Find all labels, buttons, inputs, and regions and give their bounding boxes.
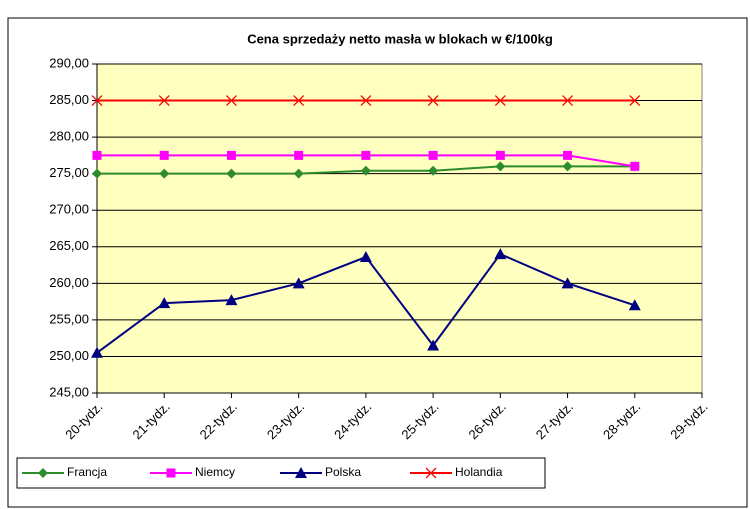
y-tick-label: 280,00: [49, 129, 89, 144]
marker: [158, 95, 170, 107]
marker: [92, 150, 102, 160]
legend-label: Holandia: [455, 465, 503, 479]
chart-title: Cena sprzedaży netto masła w blokach w €…: [247, 31, 553, 46]
marker: [295, 467, 307, 478]
marker: [294, 150, 304, 160]
marker: [495, 161, 506, 172]
marker: [427, 339, 440, 351]
marker: [91, 346, 103, 358]
marker: [359, 251, 372, 263]
legend: Francja Niemcy Polska Holandia: [16, 457, 546, 489]
marker: [563, 150, 573, 160]
y-tick-label: 290,00: [49, 55, 89, 70]
marker: [158, 297, 171, 309]
marker: [159, 150, 169, 160]
marker: [159, 168, 170, 179]
y-tick-label: 260,00: [49, 275, 89, 290]
marker: [561, 277, 574, 289]
marker: [428, 165, 439, 176]
marker: [494, 248, 507, 260]
marker: [293, 168, 304, 179]
y-tick-label: 285,00: [49, 92, 89, 107]
marker: [428, 150, 438, 160]
y-tick-label: 250,00: [49, 348, 89, 363]
marker: [629, 95, 641, 107]
marker: [226, 150, 236, 160]
marker: [425, 467, 437, 479]
marker: [225, 294, 238, 306]
marker: [630, 161, 640, 171]
marker: [562, 95, 574, 107]
legend-label: Niemcy: [195, 465, 235, 479]
plot-area: [96, 63, 703, 394]
marker: [38, 468, 48, 478]
marker: [360, 165, 371, 176]
marker: [293, 95, 305, 107]
marker: [562, 161, 573, 172]
marker: [495, 150, 505, 160]
marker: [360, 95, 372, 107]
y-tick-label: 255,00: [49, 311, 89, 326]
marker: [166, 468, 176, 478]
marker: [91, 95, 103, 107]
marker: [226, 168, 237, 179]
marker: [361, 150, 371, 160]
marker: [628, 299, 641, 311]
marker: [427, 95, 439, 107]
legend-label: Francja: [67, 465, 107, 479]
marker: [92, 168, 102, 179]
marker: [494, 95, 506, 107]
y-tick-label: 265,00: [49, 238, 89, 253]
y-tick-label: 245,00: [49, 384, 89, 399]
marker: [292, 277, 305, 289]
legend-label: Polska: [325, 465, 361, 479]
marker: [225, 95, 237, 107]
y-tick-label: 270,00: [49, 202, 89, 217]
y-tick-label: 275,00: [49, 165, 89, 180]
